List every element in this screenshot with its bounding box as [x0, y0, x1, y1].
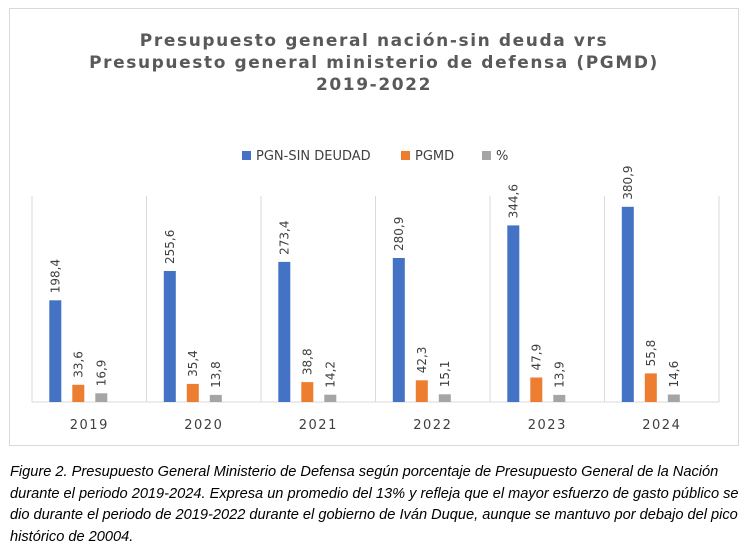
- bar-percent-2021: [324, 394, 337, 402]
- data-label-percent-2023: 13,9: [552, 361, 566, 388]
- bar-pgn-2022: [392, 258, 405, 402]
- bar-pgn-2023: [507, 225, 520, 402]
- legend-swatch-pgn: [242, 151, 251, 160]
- data-label-percent-2022: 15,1: [438, 361, 452, 388]
- bar-pgmd-2023: [530, 377, 543, 402]
- data-label-pgmd-2023: 47,9: [529, 344, 543, 371]
- x-tick-label-2023: 2023: [528, 418, 567, 433]
- bar-pgn-2020: [163, 271, 176, 402]
- data-label-pgn-2020: 255,6: [163, 230, 177, 264]
- legend-swatch-pgmd: [401, 151, 410, 160]
- data-label-pgn-2019: 198,4: [48, 259, 62, 293]
- chart-title: Presupuesto general nación-sin deuda vrs…: [89, 31, 659, 95]
- x-tick-label-2021: 2021: [299, 418, 338, 433]
- bar-pgmd-2022: [415, 380, 428, 402]
- plot-area: 198,4 33,6 16,9 2019 255,6 35,4 13,8 2020 273,4 3…: [31, 165, 720, 433]
- bar-pgmd-2024: [644, 373, 657, 402]
- chart-title-line-3: 2019-2022: [316, 75, 432, 95]
- bar-percent-2024: [667, 394, 680, 402]
- data-label-pgn-2021: 273,4: [277, 221, 291, 255]
- data-label-percent-2019: 16,9: [94, 360, 108, 387]
- data-label-pgmd-2021: 38,8: [300, 348, 314, 375]
- data-label-pgn-2023: 344,6: [506, 184, 520, 218]
- data-label-pgn-2024: 380,9: [621, 165, 635, 199]
- legend: PGN-SIN DEUDAD PGMD %: [242, 149, 508, 164]
- chart-area: Presupuesto general nación-sin deuda vrs…: [9, 8, 739, 446]
- data-label-pgn-2022: 280,9: [392, 217, 406, 251]
- legend-label-percent: %: [496, 149, 508, 164]
- bar-percent-2022: [438, 394, 451, 402]
- legend-label-pgn: PGN-SIN DEUDAD: [256, 149, 371, 164]
- data-label-pgmd-2019: 33,6: [71, 351, 85, 378]
- chart-title-line-2: Presupuesto general ministerio de defens…: [89, 53, 659, 73]
- bar-pgn-2024: [621, 206, 634, 402]
- data-label-percent-2024: 14,6: [667, 361, 681, 388]
- x-tick-label-2020: 2020: [184, 418, 223, 433]
- data-label-percent-2021: 14,2: [323, 361, 337, 388]
- bar-percent-2023: [553, 394, 566, 402]
- data-label-pgmd-2024: 55,8: [644, 340, 658, 367]
- bar-pgmd-2021: [301, 382, 314, 402]
- x-tick-label-2024: 2024: [642, 418, 681, 433]
- bar-percent-2020: [209, 394, 222, 402]
- data-label-percent-2020: 13,8: [209, 361, 223, 388]
- x-tick-label-2022: 2022: [413, 418, 452, 433]
- x-tick-label-2019: 2019: [70, 418, 109, 433]
- data-label-pgmd-2022: 42,3: [415, 347, 429, 374]
- bar-pgmd-2019: [72, 384, 85, 402]
- bar-percent-2019: [95, 393, 108, 402]
- bar-pgmd-2020: [186, 383, 199, 402]
- chart-title-line-1: Presupuesto general nación-sin deuda vrs: [140, 31, 608, 51]
- bar-pgn-2021: [278, 261, 291, 402]
- bar-pgn-2019: [49, 300, 62, 402]
- legend-swatch-percent: [482, 151, 491, 160]
- data-label-pgmd-2020: 35,4: [186, 350, 200, 377]
- figure-caption: Figure 2. Presupuesto General Ministerio…: [10, 464, 739, 545]
- bar-chart: Presupuesto general nación-sin deuda vrs…: [31, 31, 720, 433]
- legend-label-pgmd: PGMD: [415, 149, 454, 164]
